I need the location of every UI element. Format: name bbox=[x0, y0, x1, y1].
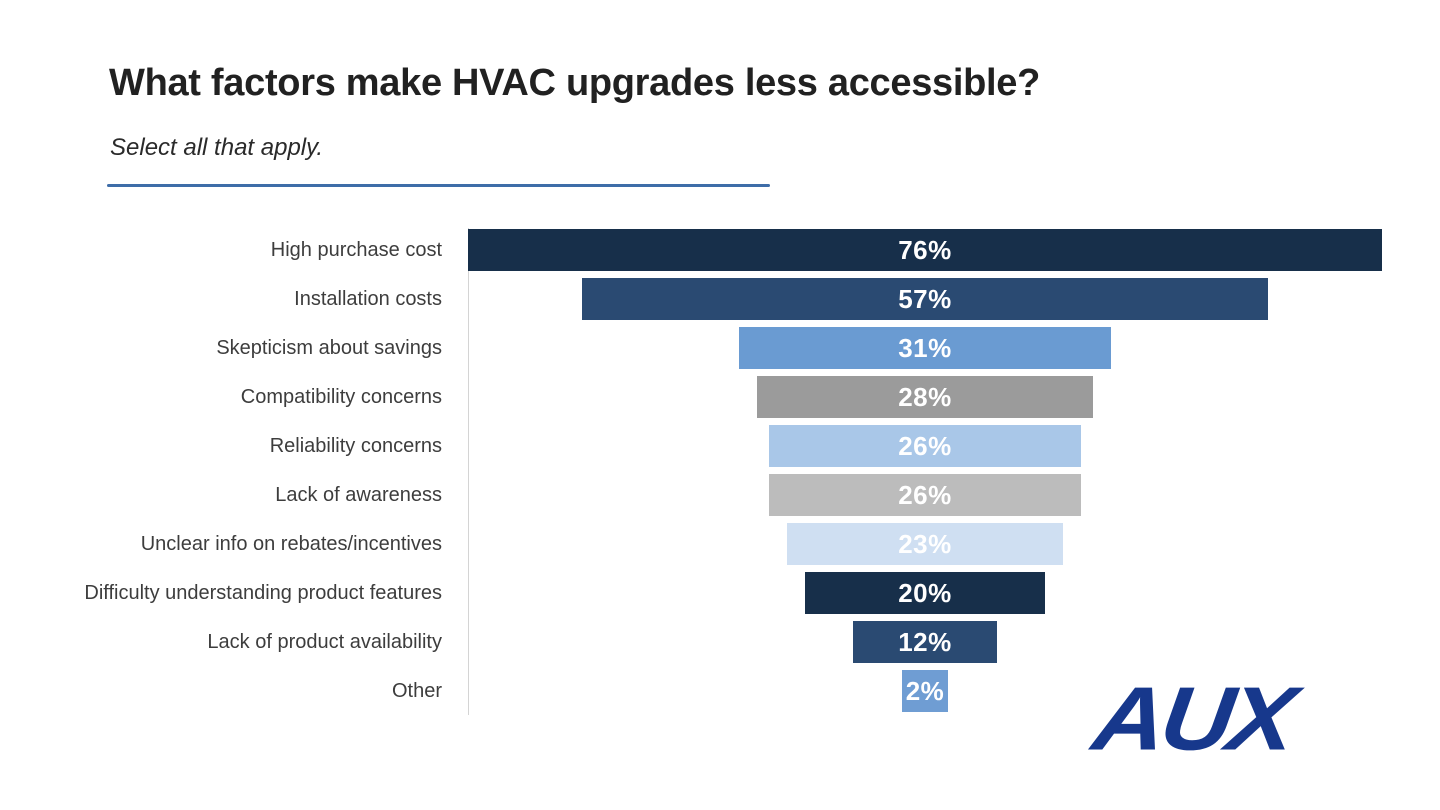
chart-row: Difficulty understanding product feature… bbox=[0, 572, 1440, 614]
bar-segment: 26% bbox=[768, 425, 1082, 467]
chart-rows: High purchase cost 76% Installation costs 5… bbox=[0, 229, 1440, 712]
aux-brand-logo: AUX bbox=[1087, 668, 1298, 770]
bar-segment: 26% bbox=[768, 474, 1082, 516]
page-title: What factors make HVAC upgrades less acc… bbox=[109, 62, 1041, 104]
chart-row: Reliability concerns 26% bbox=[0, 425, 1440, 467]
chart-row: Lack of awareness 26% bbox=[0, 474, 1440, 516]
value-label: 12% bbox=[898, 627, 952, 657]
value-label: 26% bbox=[898, 431, 952, 461]
value-label: 2% bbox=[905, 676, 945, 706]
bar-segment: 12% bbox=[852, 621, 998, 663]
chart-row: Lack of product availability 12% bbox=[0, 621, 1440, 663]
category-label: Difficulty understanding product feature… bbox=[84, 582, 442, 604]
chart-row: Installation costs 57% bbox=[0, 278, 1440, 320]
chart-row: Other 2% bbox=[0, 670, 1440, 712]
value-label: 76% bbox=[898, 235, 952, 265]
chart-row: Unclear info on rebates/incentives 23% bbox=[0, 523, 1440, 565]
category-label: Lack of awareness bbox=[275, 484, 442, 506]
category-label: Other bbox=[391, 680, 442, 702]
category-label: Unclear info on rebates/incentives bbox=[140, 533, 442, 555]
bar-segment: 31% bbox=[738, 327, 1112, 369]
category-label: Lack of product availability bbox=[207, 631, 442, 653]
category-axis-line bbox=[468, 228, 469, 715]
value-label: 23% bbox=[898, 529, 952, 559]
bar-segment: 76% bbox=[468, 229, 1382, 271]
bar-segment: 28% bbox=[756, 376, 1094, 418]
category-label: High purchase cost bbox=[270, 239, 442, 261]
chart-row: Skepticism about savings 31% bbox=[0, 327, 1440, 369]
category-label: Compatibility concerns bbox=[240, 386, 442, 408]
accent-rule bbox=[107, 184, 770, 187]
value-label: 20% bbox=[898, 578, 952, 608]
bar-segment: 2% bbox=[902, 670, 948, 712]
bar-segment: 20% bbox=[804, 572, 1046, 614]
value-label: 28% bbox=[898, 382, 952, 412]
value-label: 31% bbox=[898, 333, 952, 363]
bar-segment: 57% bbox=[582, 278, 1268, 320]
chart-subtitle: Select all that apply. bbox=[110, 134, 324, 161]
value-label: 26% bbox=[898, 480, 952, 510]
category-label: Installation costs bbox=[294, 288, 442, 310]
bar-segment: 23% bbox=[786, 523, 1064, 565]
value-label: 57% bbox=[898, 284, 952, 314]
funnel-bar-chart: High purchase cost 76% Installation costs 5… bbox=[0, 228, 1440, 719]
chart-row: Compatibility concerns 28% bbox=[0, 376, 1440, 418]
category-label: Skepticism about savings bbox=[216, 337, 442, 359]
category-label: Reliability concerns bbox=[269, 435, 442, 457]
chart-row: High purchase cost 76% bbox=[0, 229, 1440, 271]
